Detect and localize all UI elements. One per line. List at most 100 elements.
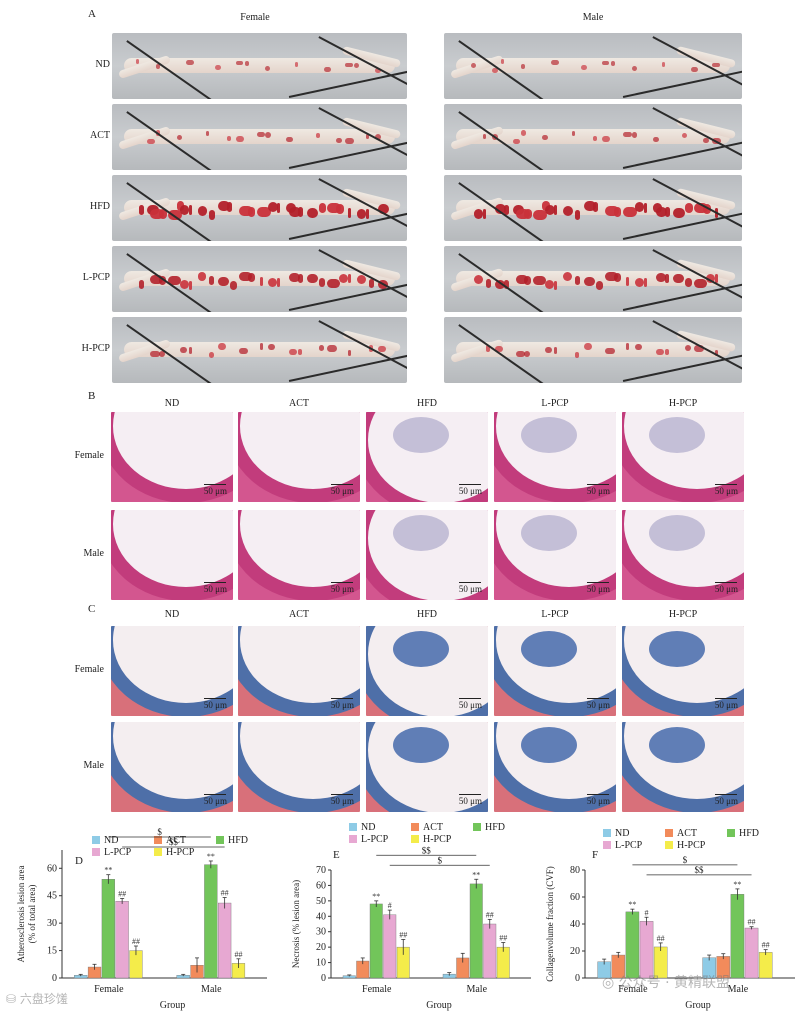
significance-mark: ** <box>104 866 112 875</box>
scale-bar: 50 μm <box>586 697 610 710</box>
significance-mark: ## <box>499 934 507 943</box>
bar-charts-area: ND ACT HFD L-PCP H-PCP D 0 15 30 45 60 Atherosclero… <box>0 822 811 1011</box>
legend-swatch <box>154 848 162 856</box>
scale-bar: 50 μm <box>203 581 227 594</box>
watermark-left: ⛁ 六盘珍馐 <box>6 992 68 1006</box>
x-axis-label: Group <box>685 1000 711 1011</box>
legend-label: ND <box>361 822 375 833</box>
scale-bar: 50 μm <box>330 697 354 710</box>
legend-swatch <box>349 823 357 831</box>
scale-bar: 50 μm <box>203 697 227 710</box>
y-tick-label: 50 <box>316 896 326 907</box>
y-tick-label: 30 <box>316 927 326 938</box>
comparison-label: $ <box>683 855 688 865</box>
significance-mark: ** <box>207 852 215 861</box>
legend-label: H-PCP <box>423 834 452 845</box>
x-category-label: Female <box>618 984 648 995</box>
wechat-icon: ◎ <box>602 975 619 991</box>
legend-swatch <box>216 836 224 844</box>
bar <box>730 894 745 979</box>
legend-swatch <box>727 829 735 837</box>
significance-mark: ## <box>221 889 229 898</box>
y-tick-label: 10 <box>316 958 326 969</box>
y-tick-label: 15 <box>47 946 57 957</box>
aorta-photo <box>112 246 407 312</box>
histology-row-label: Female <box>74 450 104 461</box>
aorta-photo <box>444 246 742 312</box>
panel-label-b: B <box>88 390 96 402</box>
panel-a-row-label: L-PCP <box>82 272 110 283</box>
x-category-label: Female <box>94 984 124 995</box>
y-tick-label: 0 <box>575 973 580 984</box>
chart-panel-label: F <box>592 849 598 861</box>
histology-image: 50 μm <box>366 722 488 812</box>
scale-bar: 50 μm <box>586 793 610 806</box>
significance-mark: ## <box>762 941 770 950</box>
x-axis-label: Group <box>426 1000 452 1011</box>
significance-mark: ** <box>472 870 480 879</box>
histology-image: 50 μm <box>494 722 616 812</box>
histology-image: 50 μm <box>366 412 488 502</box>
legend-label: HFD <box>228 835 248 846</box>
histology-row-label: Male <box>83 760 104 771</box>
legend-swatch <box>411 835 419 843</box>
x-axis-label: Group <box>160 1000 186 1011</box>
histology-image: 50 μm <box>366 626 488 716</box>
legend-swatch <box>665 829 673 837</box>
histology-column-header: L-PCP <box>541 398 569 409</box>
significance-mark: ## <box>234 950 242 959</box>
aorta-photo <box>444 33 742 99</box>
y-tick-label: 80 <box>570 865 580 876</box>
histology-image: 50 μm <box>366 510 488 600</box>
scale-bar: 50 μm <box>330 793 354 806</box>
histology-image: 50 μm <box>494 510 616 600</box>
comparison-label: $ <box>438 855 443 865</box>
histology-image: 50 μm <box>622 722 744 812</box>
y-tick-label: 60 <box>316 880 326 891</box>
legend-swatch <box>349 835 357 843</box>
y-axis-label: (% of total area) <box>27 885 37 944</box>
y-tick-label: 0 <box>52 973 57 984</box>
significance-mark: ## <box>132 937 140 946</box>
legend-swatch <box>92 836 100 844</box>
legend-label: ND <box>615 828 629 839</box>
scale-bar: 50 μm <box>330 483 354 496</box>
aorta-photo <box>112 104 407 170</box>
histology-image: 50 μm <box>111 722 233 812</box>
y-tick-label: 20 <box>570 946 580 957</box>
bar <box>369 903 383 979</box>
watermark-logo-icon: ⛁ <box>6 992 20 1006</box>
legend-swatch <box>603 829 611 837</box>
panel-a-male-header: Male <box>582 12 604 23</box>
histology-column-header: H-PCP <box>668 398 698 409</box>
histology-image: 50 μm <box>622 626 744 716</box>
histology-column-header: ACT <box>289 609 309 620</box>
aorta-photo <box>112 175 407 241</box>
bar <box>101 879 115 979</box>
histology-column-header: ND <box>164 609 180 620</box>
legend-label: ACT <box>423 822 443 833</box>
bar <box>744 927 759 979</box>
x-category-label: Male <box>201 984 222 995</box>
y-tick-label: 40 <box>316 911 326 922</box>
comparison-label: $$ <box>695 865 705 875</box>
scale-bar: 50 μm <box>586 483 610 496</box>
scale-bar: 50 μm <box>714 697 738 710</box>
scale-bar: 50 μm <box>586 581 610 594</box>
legend-label: ACT <box>166 835 186 846</box>
y-tick-label: 0 <box>321 973 326 984</box>
legend-label: HFD <box>485 822 505 833</box>
panel-a-row-label: ACT <box>90 130 110 141</box>
y-axis-label: Atherosclerosis lesion area <box>16 866 26 963</box>
y-tick-label: 45 <box>47 891 57 902</box>
significance-mark: ## <box>486 910 494 919</box>
legend-label: HFD <box>739 828 759 839</box>
bar <box>115 900 129 979</box>
chart-panel-label: D <box>75 855 83 867</box>
histology-image: 50 μm <box>238 510 360 600</box>
histology-image: 50 μm <box>238 722 360 812</box>
aorta-photo <box>112 33 407 99</box>
y-axis-label: Collagenvolume fraction (CVF) <box>545 866 555 981</box>
significance-mark: ** <box>733 880 741 889</box>
bar <box>204 864 218 979</box>
